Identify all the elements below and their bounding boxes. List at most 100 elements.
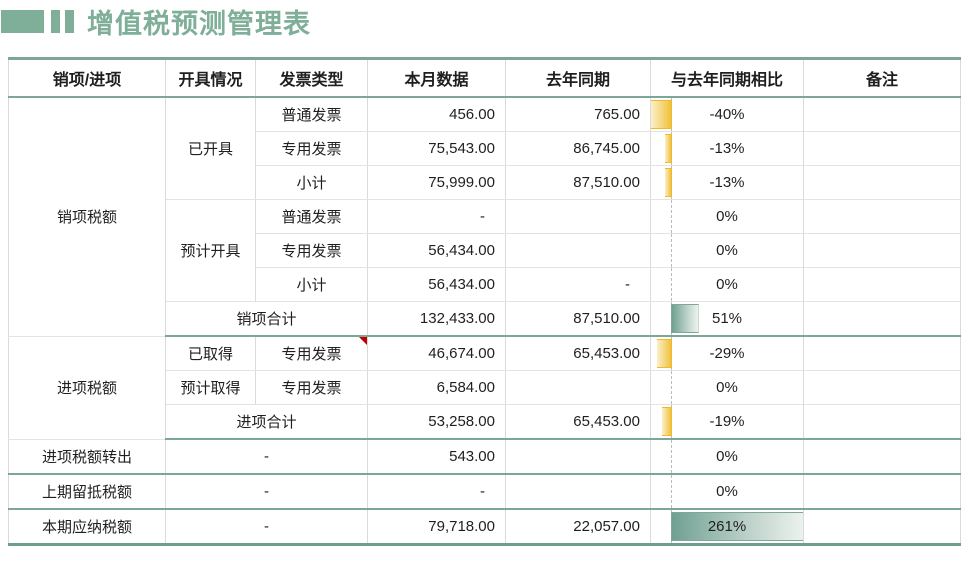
cell-r11c1[interactable]: 进项税额转出 (8, 438, 166, 475)
table-row: 销项税额 已开具 普通发票 456.00 765.00 -40% (8, 96, 961, 337)
table-row: 本期应纳税额 -79,718.00 22,057.00 261% (8, 508, 961, 546)
cell-r13c1[interactable]: 本期应纳税额 (8, 508, 166, 546)
cell-r3c4[interactable]: 75,999.00 (367, 165, 506, 200)
cell-r9c3[interactable]: 专用发票 (255, 370, 368, 405)
cell-r1c1[interactable]: 销项税额 (8, 96, 166, 337)
cell-r5c4[interactable]: 56,434.00 (367, 233, 506, 268)
percent-value: 0% (716, 242, 738, 259)
cell-r8c1[interactable]: 进项税额 (8, 335, 166, 440)
cell-r3c3[interactable]: 小计 (255, 165, 368, 200)
cell-r10c4[interactable]: 53,258.00 (367, 404, 506, 440)
cell-r6c3[interactable]: 小计 (255, 267, 368, 302)
databar-axis-line (671, 234, 673, 267)
cell-r12c6[interactable]: 0% (650, 473, 804, 510)
cell-r2c6[interactable]: -13% (650, 131, 804, 166)
table-row: 进项税额 已取得 专用发票 46,674.00 65,453.00 -29% (8, 335, 961, 440)
column-header-2[interactable]: 开具情况 (165, 57, 256, 98)
cell-r5c7[interactable] (803, 233, 961, 268)
cell-r1c7[interactable] (803, 96, 961, 132)
cell-r11c2[interactable]: - (165, 438, 368, 475)
cell-r13c5[interactable]: 22,057.00 (505, 508, 651, 546)
column-header-6[interactable]: 与去年同期相比 (650, 57, 804, 98)
cell-r8c6[interactable]: -29% (650, 335, 804, 371)
cell-r11c5[interactable] (505, 438, 651, 475)
cell-r12c1[interactable]: 上期留抵税额 (8, 473, 166, 510)
cell-r11c4[interactable]: 543.00 (367, 438, 506, 475)
cell-r10c6[interactable]: -19% (650, 404, 804, 440)
cell-r13c6[interactable]: 261% (650, 508, 804, 546)
cell-r2c7[interactable] (803, 131, 961, 166)
percent-value: 0% (716, 448, 738, 465)
cell-r12c7[interactable] (803, 473, 961, 510)
percent-value: -19% (709, 413, 745, 430)
cell-r4c3[interactable]: 普通发票 (255, 199, 368, 234)
cell-r9c6[interactable]: 0% (650, 370, 804, 405)
cell-r4c6[interactable]: 0% (650, 199, 804, 234)
percent-value: 51% (711, 310, 743, 327)
cell-r5c6[interactable]: 0% (650, 233, 804, 268)
cell-r8c4[interactable]: 46,674.00 (367, 335, 506, 371)
cell-r7c6[interactable]: 51% (650, 301, 804, 337)
table-row: 小计 75,999.00 87,510.00 -13% (9, 165, 961, 200)
cell-r1c6[interactable]: -40% (650, 96, 804, 132)
cell-r9c4[interactable]: 6,584.00 (367, 370, 506, 405)
cell-r2c5[interactable]: 86,745.00 (505, 131, 651, 166)
column-header-4[interactable]: 本月数据 (367, 57, 506, 98)
cell-r6c7[interactable] (803, 267, 961, 302)
table-row: 专用发票 75,543.00 86,745.00 -13% (9, 131, 961, 166)
column-header-3[interactable]: 发票类型 (255, 57, 368, 98)
cell-r4c2[interactable]: 预计开具 (165, 199, 256, 302)
column-header-5[interactable]: 去年同期 (505, 57, 651, 98)
cell-r9c2[interactable]: 预计取得 (165, 370, 256, 405)
cell-r7c2[interactable]: 销项合计 (165, 301, 368, 337)
column-header-7[interactable]: 备注 (803, 57, 961, 98)
databar-axis-line (671, 268, 673, 301)
cell-r13c4[interactable]: 79,718.00 (367, 508, 506, 546)
cell-r1c4[interactable]: 456.00 (367, 96, 506, 132)
cell-r10c5[interactable]: 65,453.00 (505, 404, 651, 440)
cell-r8c2[interactable]: 已取得 (165, 335, 256, 371)
cell-r4c5[interactable] (505, 199, 651, 234)
negative-data-bar (661, 407, 673, 436)
percent-value: -13% (709, 174, 745, 191)
cell-r2c4[interactable]: 75,543.00 (367, 131, 506, 166)
databar-axis-line (671, 371, 673, 404)
cell-r7c7[interactable] (803, 301, 961, 337)
cell-r8c5[interactable]: 65,453.00 (505, 335, 651, 371)
cell-r13c2[interactable]: - (165, 508, 368, 546)
cell-r1c2[interactable]: 已开具 (165, 96, 256, 200)
cell-r8c3[interactable]: 专用发票 (255, 335, 368, 371)
cell-r9c7[interactable] (803, 370, 961, 405)
percent-value: 0% (716, 208, 738, 225)
page-title: 增值税预测管理表 (87, 8, 311, 39)
cell-r11c6[interactable]: 0% (650, 438, 804, 475)
cell-r11c7[interactable] (803, 438, 961, 475)
cell-r4c4[interactable]: - (367, 199, 506, 234)
cell-r1c5[interactable]: 765.00 (505, 96, 651, 132)
cell-r7c5[interactable]: 87,510.00 (505, 301, 651, 337)
cell-r12c5[interactable] (505, 473, 651, 510)
cell-r6c4[interactable]: 56,434.00 (367, 267, 506, 302)
cell-r6c5[interactable]: - (505, 267, 651, 302)
cell-r6c6[interactable]: 0% (650, 267, 804, 302)
cell-r3c5[interactable]: 87,510.00 (505, 165, 651, 200)
cell-r3c7[interactable] (803, 165, 961, 200)
table-row: 预计取得 专用发票 6,584.00 0% (9, 370, 961, 405)
cell-r9c5[interactable] (505, 370, 651, 405)
cell-r5c3[interactable]: 专用发票 (255, 233, 368, 268)
column-header-1[interactable]: 销项/进项 (8, 57, 166, 98)
cell-r13c7[interactable] (803, 508, 961, 546)
cell-r1c3[interactable]: 普通发票 (255, 96, 368, 132)
cell-r12c2[interactable]: - (165, 473, 368, 510)
positive-data-bar (671, 512, 803, 541)
cell-r4c7[interactable] (803, 199, 961, 234)
cell-r7c4[interactable]: 132,433.00 (367, 301, 506, 337)
cell-r3c6[interactable]: -13% (650, 165, 804, 200)
cell-r12c4[interactable]: - (367, 473, 506, 510)
cell-r2c3[interactable]: 专用发票 (255, 131, 368, 166)
cell-r8c7[interactable] (803, 335, 961, 371)
cell-r10c2[interactable]: 进项合计 (165, 404, 368, 440)
percent-value: -29% (709, 345, 745, 362)
cell-r5c5[interactable] (505, 233, 651, 268)
cell-r10c7[interactable] (803, 404, 961, 440)
